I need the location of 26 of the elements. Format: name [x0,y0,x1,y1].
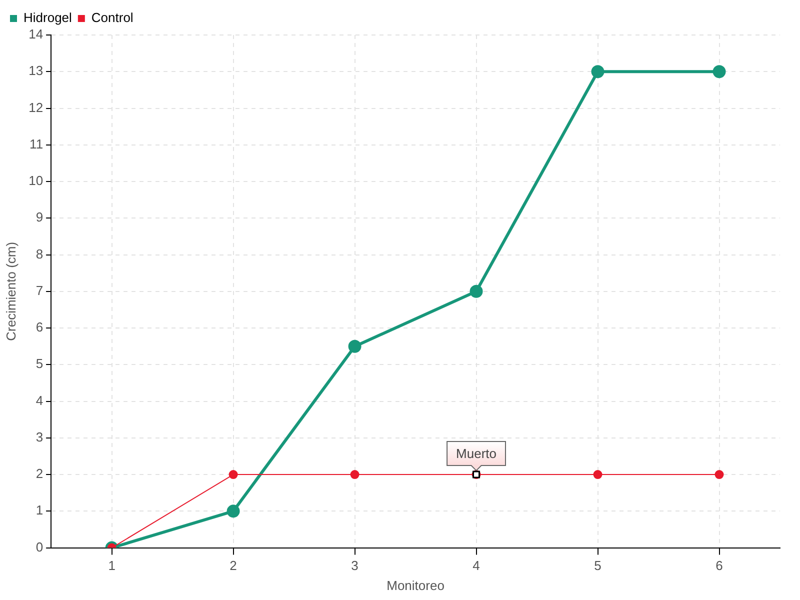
x-tick-label: 5 [594,558,602,574]
y-tick-label: 8 [36,246,44,262]
x-axis-title: Monitoreo [386,578,444,593]
y-tick-label: 5 [36,356,44,372]
legend-label: Hidrogel [24,10,72,26]
y-tick-label: 7 [36,282,44,298]
annotation: Muerto [456,446,497,462]
y-tick-label: 14 [28,26,44,42]
y-tick-label: 12 [28,100,44,115]
y-tick-label: 1 [36,502,44,518]
x-tick-label: 3 [351,558,358,574]
y-tick-label: 0 [36,539,44,554]
legend-label: Control [91,10,134,26]
y-axis-title: Crecimiento (cm) [3,242,18,341]
y-tick-label: 2 [36,466,44,482]
y-tick-label: 11 [30,136,44,152]
y-tick-label: 9 [36,210,44,225]
x-tick-label: 4 [472,558,480,574]
y-tick-label: 10 [28,173,44,188]
y-tick-label: 4 [36,392,44,408]
y-tick-label: 3 [36,429,44,444]
y-tick-label: 6 [36,320,44,335]
y-tick-label: 13 [28,63,44,78]
x-tick-label: 1 [108,558,116,574]
x-tick-label: 6 [716,558,723,574]
x-tick-label: 2 [230,558,237,574]
